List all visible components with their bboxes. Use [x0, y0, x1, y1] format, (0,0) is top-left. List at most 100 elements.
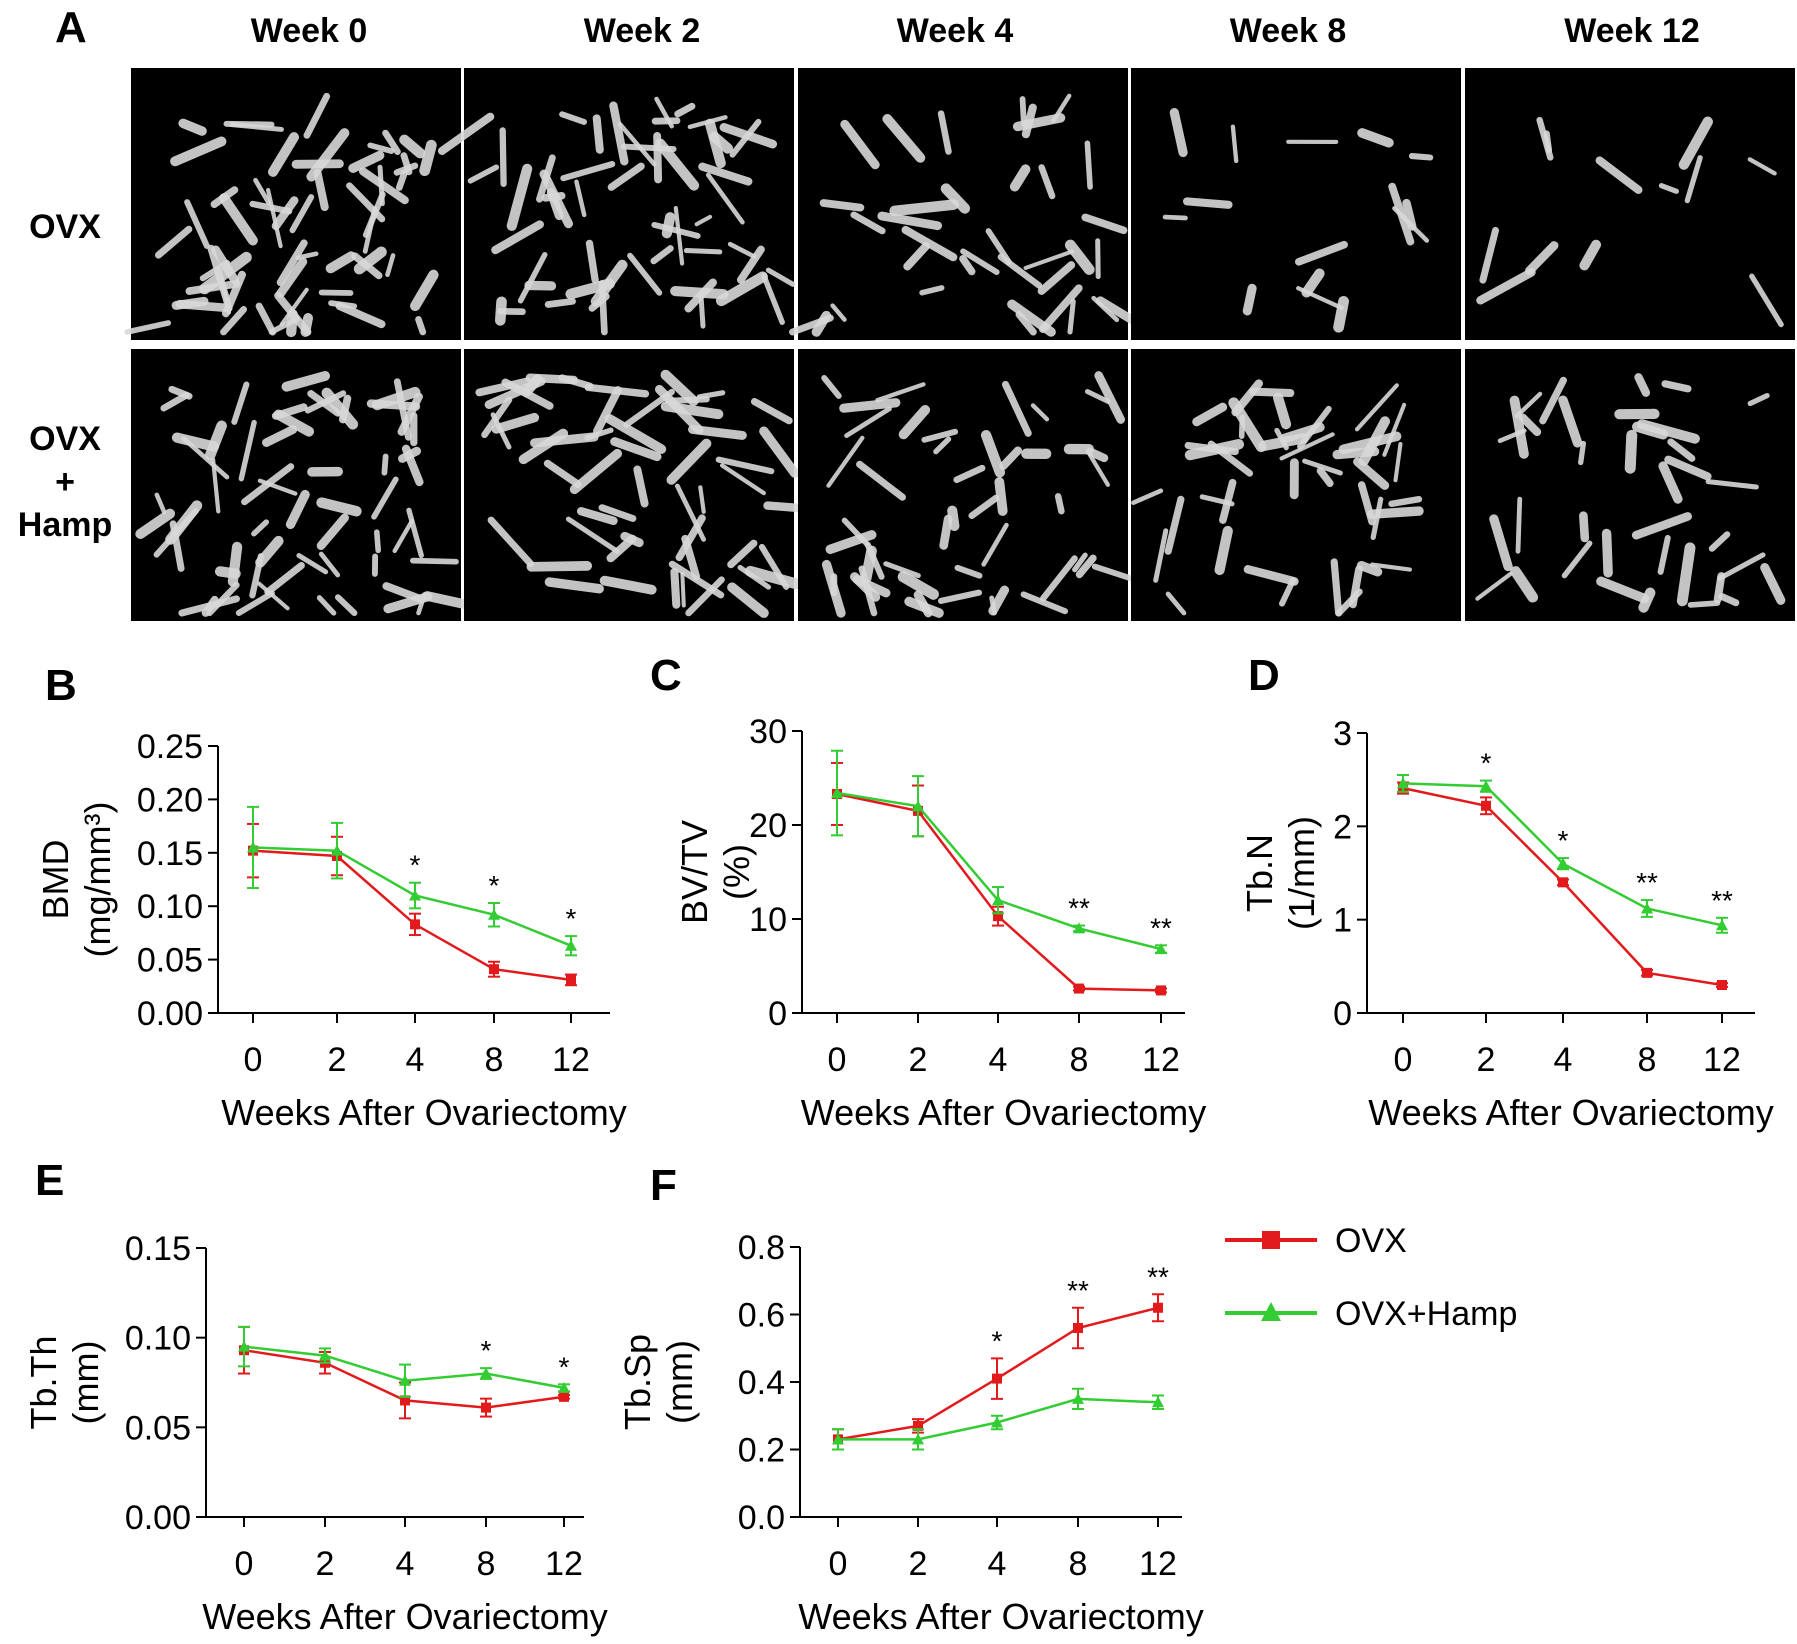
bone-strut: [313, 169, 329, 212]
bone-strut: [399, 134, 426, 159]
bone-strut: [604, 414, 667, 454]
bone-strut: [170, 136, 227, 167]
bone-strut: [1164, 495, 1185, 555]
bone-strut: [358, 167, 409, 205]
y-tick-label: 0.00: [125, 1499, 191, 1537]
data-point-ovx: [1558, 877, 1568, 888]
chart-tb-th: 0.00 0.05 0.10 0.15 0 2 4 8 12 Weeks After Ovarie…: [23, 1230, 608, 1637]
bone-strut: [220, 306, 248, 336]
bone-strut: [1489, 514, 1513, 572]
bone-strut: [206, 581, 240, 617]
y-tick-label: 1: [1333, 902, 1352, 940]
bone-strut: [1388, 182, 1415, 246]
bone-strut: [1131, 488, 1164, 506]
bone-strut: [366, 399, 421, 411]
data-point-ovx: [1717, 980, 1727, 990]
bone-strut: [338, 394, 352, 424]
bone-strut: [627, 252, 663, 296]
bone-strut: [1402, 198, 1417, 231]
bone-strut: [1510, 566, 1539, 603]
y-tick-label: 20: [749, 807, 787, 845]
bone-strut: [484, 377, 546, 409]
bone-strut: [382, 582, 423, 603]
panel-letter-f: F: [650, 1161, 677, 1210]
data-point-ovx: [1074, 983, 1084, 994]
significance-marker: **: [1711, 885, 1733, 916]
bone-strut: [819, 199, 865, 212]
bone-strut: [334, 594, 358, 617]
bone-strut: [1579, 239, 1602, 271]
bone-strut: [1631, 512, 1692, 540]
data-point-ovx-hamp: [1641, 902, 1653, 914]
bone-strut: [279, 287, 309, 327]
y-axis-unit: (mg/mm³): [77, 802, 118, 958]
bone-strut: [1064, 239, 1095, 275]
x-axis-title: Weeks After Ovariectomy: [798, 1596, 1203, 1637]
bone-strut: [719, 123, 778, 149]
y-axis-title: BV/TV: [674, 820, 715, 924]
bone-strut: [670, 567, 681, 609]
data-point-ovx: [1156, 985, 1166, 996]
bone-strut: [543, 459, 582, 488]
bone-strut: [181, 435, 230, 480]
bone-strut: [168, 385, 193, 400]
bone-strut: [1330, 558, 1343, 617]
bone-strut: [1280, 422, 1325, 444]
bone-strut: [1717, 552, 1766, 581]
bone-strut: [617, 121, 657, 167]
data-point-ovx: [481, 1402, 491, 1413]
bone-strut: [1708, 531, 1731, 552]
data-point-ovx: [1481, 800, 1491, 811]
bone-strut: [1019, 96, 1027, 127]
bone-strut: [1207, 440, 1254, 477]
bone-strut: [1162, 214, 1188, 221]
bone-strut: [650, 245, 674, 265]
bone-strut: [491, 412, 540, 434]
bone-structure-r0-c3: [1162, 108, 1434, 333]
x-tick-label: 8: [477, 1545, 496, 1583]
bone-strut: [544, 577, 604, 594]
bone-strut: [1020, 591, 1068, 615]
bone-strut: [750, 398, 793, 425]
bone-strut: [1356, 560, 1383, 577]
bone-strut: [1084, 140, 1093, 190]
bone-strut: [307, 390, 342, 417]
bone-strut: [1332, 446, 1380, 460]
data-point-ovx-hamp: [238, 1340, 250, 1352]
x-tick-label: 0: [828, 1041, 847, 1079]
bone-strut: [904, 596, 944, 618]
bone-strut: [1296, 286, 1344, 311]
significance-marker: **: [1067, 1275, 1089, 1306]
bone-strut: [903, 241, 931, 271]
bone-strut: [590, 259, 628, 307]
significance-marker: *: [410, 850, 421, 881]
bone-strut: [264, 562, 305, 596]
bone-strut: [1295, 240, 1348, 266]
bone-strut: [727, 582, 769, 618]
bone-strut: [688, 424, 747, 440]
bone-strut: [698, 162, 753, 186]
bone-strut: [1153, 528, 1169, 583]
bone-strut: [124, 320, 172, 335]
data-point-ovx: [993, 911, 1003, 922]
bone-strut: [371, 476, 399, 520]
bone-strut: [154, 492, 167, 515]
significance-marker: **: [1068, 893, 1090, 924]
bone-strut: [1242, 283, 1257, 316]
bone-strut: [518, 428, 569, 465]
bone-strut: [325, 251, 357, 274]
legend-ovx-label: OVX: [1335, 1222, 1407, 1260]
column-label-week-12: Week 12: [1564, 12, 1699, 50]
bone-strut: [271, 403, 308, 420]
column-label-week-2: Week 2: [584, 12, 701, 50]
bone-strut: [238, 419, 257, 482]
bone-strut: [185, 279, 241, 295]
data-point-ovx-hamp: [1557, 857, 1569, 869]
y-tick-label: 0.20: [137, 781, 203, 819]
bone-strut: [758, 543, 790, 590]
bone-strut: [1687, 600, 1721, 608]
bone-strut: [761, 273, 785, 325]
bone-strut: [184, 199, 210, 249]
bone-strut: [609, 101, 629, 166]
bone-strut: [1051, 93, 1072, 123]
